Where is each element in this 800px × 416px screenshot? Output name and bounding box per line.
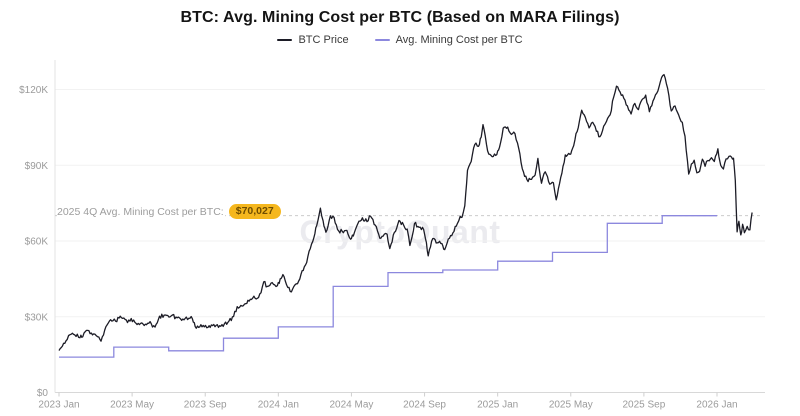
x-axis-tick-label: 2024 May <box>329 400 373 411</box>
x-axis-tick-label: 2025 Jan <box>477 400 518 411</box>
legend-item-btc-price[interactable]: BTC Price <box>277 34 349 46</box>
x-axis-tick-label: 2023 Sep <box>184 400 227 411</box>
x-axis-tick-label: 2026 Jan <box>696 400 737 411</box>
chart-title: BTC: Avg. Mining Cost per BTC (Based on … <box>180 9 620 26</box>
chart-header: BTC: Avg. Mining Cost per BTC (Based on … <box>0 0 800 46</box>
legend: BTC Price Avg. Mining Cost per BTC <box>0 34 800 46</box>
mining-cost-series-line <box>59 215 717 358</box>
x-axis-tick-label: 2023 May <box>110 400 154 411</box>
legend-label-mining-cost: Avg. Mining Cost per BTC <box>395 34 523 46</box>
annotation-label: 2025 4Q Avg. Mining Cost per BTC: <box>57 204 225 219</box>
x-axis-tick-label: 2025 Sep <box>622 400 665 411</box>
mining-cost-annotation: 2025 4Q Avg. Mining Cost per BTC: $70,02… <box>57 203 281 221</box>
cryptoquant-watermark: CryptoQuant <box>299 214 500 250</box>
y-axis-tick-label: $120K <box>19 85 48 96</box>
y-axis-tick-label: $60K <box>25 237 49 248</box>
x-axis-tick-label: 2023 Jan <box>38 400 79 411</box>
btc-price-series-line <box>58 73 753 351</box>
y-axis-tick-label: $0 <box>37 388 49 399</box>
y-axis-tick-label: $90K <box>25 161 49 172</box>
legend-label-btc-price: BTC Price <box>298 34 349 46</box>
annotation-value-badge: $70,027 <box>228 204 281 220</box>
x-axis-tick-label: 2025 May <box>549 400 593 411</box>
x-axis-tick-label: 2024 Sep <box>403 400 446 411</box>
mining-cost-line-marker <box>374 39 390 41</box>
x-axis-tick-label: 2024 Jan <box>258 400 299 411</box>
y-axis-tick-label: $30K <box>25 312 49 323</box>
btc-price-line-marker <box>277 39 293 41</box>
legend-item-mining-cost[interactable]: Avg. Mining Cost per BTC <box>374 34 523 46</box>
